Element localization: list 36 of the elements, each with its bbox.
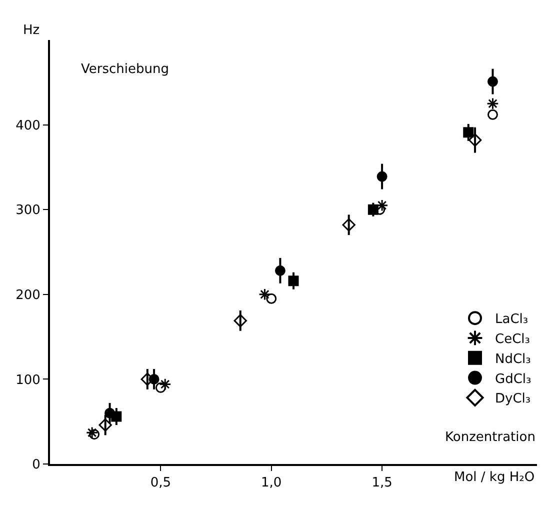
point xyxy=(376,171,388,182)
point xyxy=(486,97,499,110)
point xyxy=(468,133,482,147)
y-tick-label: 200 xyxy=(16,288,40,303)
point xyxy=(463,127,474,138)
x-tick-label: 0,5 xyxy=(150,476,172,491)
point xyxy=(288,276,299,286)
point xyxy=(89,429,100,440)
x-tick-label: 1,5 xyxy=(372,476,392,491)
y-tick-label: 100 xyxy=(16,372,40,388)
point xyxy=(487,109,498,120)
point xyxy=(234,314,247,328)
point xyxy=(274,265,286,276)
legend-label: CeCl₃ xyxy=(495,332,530,348)
point xyxy=(258,288,271,301)
annotation: Konzentration xyxy=(445,430,536,445)
legend-label: LaCl₃ xyxy=(495,312,528,328)
x-axis-title: Mol / kg H₂O xyxy=(454,470,535,485)
point xyxy=(148,374,160,384)
point xyxy=(158,378,172,390)
legend-label: NdCl₃ xyxy=(495,352,531,367)
x-tick-label: 1,0 xyxy=(261,476,282,491)
annotation: Verschiebung xyxy=(81,62,169,77)
point xyxy=(487,76,498,87)
point xyxy=(155,382,166,393)
point xyxy=(342,218,356,232)
legend-label: GdCl₃ xyxy=(495,372,532,387)
y-tick-label: 400 xyxy=(16,118,40,134)
y-axis-title: Hz xyxy=(23,23,40,38)
legend-label: DyCl₃ xyxy=(495,392,531,407)
y-tick-label: 300 xyxy=(16,203,40,218)
point xyxy=(266,293,277,304)
point xyxy=(111,411,122,422)
point xyxy=(86,426,98,439)
point xyxy=(98,418,112,432)
y-tick-label: 0 xyxy=(32,458,40,473)
